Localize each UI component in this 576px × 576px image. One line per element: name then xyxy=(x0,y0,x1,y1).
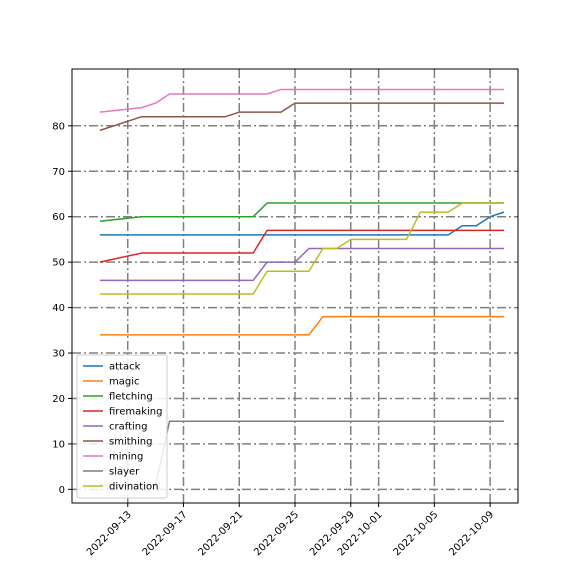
y-tick-label: 20 xyxy=(52,394,65,405)
legend-label-mining: mining xyxy=(109,452,143,463)
series-line-crafting xyxy=(99,247,505,282)
series-line-mining xyxy=(99,88,505,113)
y-tick-label: 50 xyxy=(52,258,65,269)
legend-label-fletching: fletching xyxy=(109,392,153,403)
series-line-firemaking xyxy=(99,229,505,263)
legend-label-magic: magic xyxy=(109,377,140,388)
legend-label-slayer: slayer xyxy=(109,467,140,478)
series-lines xyxy=(99,88,505,486)
series-line-smithing xyxy=(99,102,505,132)
y-tick-label: 0 xyxy=(59,485,65,496)
legend-box xyxy=(76,354,168,499)
y-tick-label: 60 xyxy=(52,212,65,223)
legend-label-firemaking: firemaking xyxy=(109,407,162,418)
legend: attack magic fletching firemaking crafting sm… xyxy=(76,354,168,499)
y-tick-label: 40 xyxy=(52,303,65,314)
series-line-attack xyxy=(99,211,505,236)
legend-label-divination: divination xyxy=(109,482,158,493)
series-line-magic xyxy=(99,315,505,336)
y-tick-label: 10 xyxy=(52,439,65,450)
series-line-divination xyxy=(99,202,505,295)
legend-label-crafting: crafting xyxy=(109,422,147,433)
y-tick-label: 80 xyxy=(52,121,65,132)
series-line-fletching xyxy=(99,202,505,222)
legend-label-smithing: smithing xyxy=(109,437,152,448)
legend-label-attack: attack xyxy=(109,362,141,373)
y-tick-label: 70 xyxy=(52,167,65,178)
y-tick-label: 30 xyxy=(52,349,65,360)
